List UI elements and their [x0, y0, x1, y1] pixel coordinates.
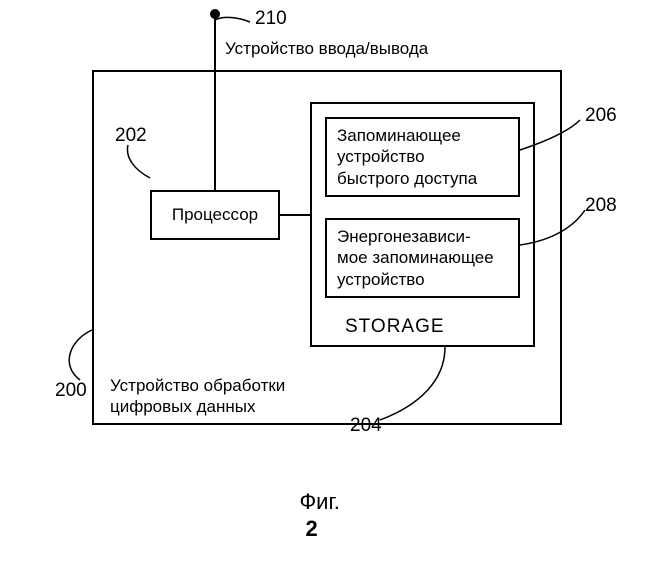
lead-main [69, 330, 92, 380]
ram-label: Запоминающее устройство быстрого доступа [337, 125, 477, 189]
figure-caption-prefix: Фиг. [299, 489, 339, 514]
ref-main: 200 [55, 380, 87, 402]
io-dot-icon [210, 9, 220, 19]
ref-io: 210 [255, 8, 287, 30]
ram-box: Запоминающее устройство быстрого доступа [325, 117, 520, 197]
lead-io [215, 17, 250, 22]
figure-caption-number: 2 [305, 516, 317, 541]
processor-label: Процессор [172, 204, 258, 225]
storage-caption: STORAGE [345, 315, 445, 339]
ref-ram: 206 [585, 105, 617, 127]
processor-box: Процессор [150, 190, 280, 240]
diagram-canvas: Запоминающее устройство быстрого доступа… [0, 0, 661, 500]
ref-nvram: 208 [585, 195, 617, 217]
nvram-label: Энергонезависи- мое запоминающее устройс… [337, 226, 494, 290]
ref-proc: 202 [115, 125, 147, 147]
ref-storage: 204 [350, 415, 382, 437]
io-device-label: Устройство ввода/вывода [225, 38, 428, 59]
main-device-caption: Устройство обработки цифровых данных [110, 375, 285, 418]
nvram-box: Энергонезависи- мое запоминающее устройс… [325, 218, 520, 298]
figure-caption: Фиг. 2 [275, 460, 340, 570]
